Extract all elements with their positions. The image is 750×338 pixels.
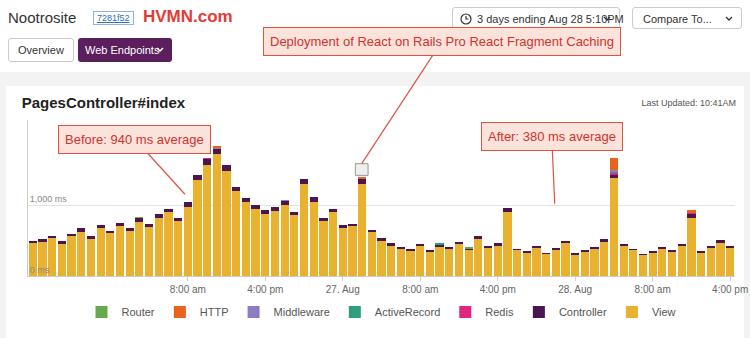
html-text:3 days ending Aug 28 5:10PM: 3 days ending Aug 28 5:10PM — [477, 13, 624, 25]
svg-text:PagesController#index: PagesController#index — [22, 94, 186, 111]
svg-text:28. Aug: 28. Aug — [558, 284, 592, 295]
svg-text:Redis: Redis — [485, 306, 514, 318]
html-text:7281f52: 7281f52 — [97, 13, 130, 23]
html-text:Nootrosite: Nootrosite — [8, 9, 77, 26]
html-text:Compare To...: Compare To... — [643, 13, 712, 25]
svg-text:Router: Router — [122, 306, 155, 318]
svg-text:8:00 am: 8:00 am — [402, 284, 438, 295]
svg-text:HTTP: HTTP — [200, 306, 229, 318]
svg-text:Controller: Controller — [559, 306, 607, 318]
svg-text:4:00 pm: 4:00 pm — [480, 284, 516, 295]
svg-text:0 ms: 0 ms — [30, 265, 50, 275]
svg-text:Before: 940 ms average: Before: 940 ms average — [65, 132, 204, 147]
html-text:HVMN.com: HVMN.com — [143, 7, 233, 26]
svg-text:27. Aug: 27. Aug — [326, 284, 360, 295]
svg-text:8:00 am: 8:00 am — [170, 284, 206, 295]
svg-text:After: 380 ms average: After: 380 ms average — [488, 129, 616, 144]
html-text:Overview: Overview — [18, 44, 64, 56]
html-text:Last Updated: 10:41AM: Last Updated: 10:41AM — [641, 98, 736, 108]
svg-text:View: View — [652, 306, 676, 318]
svg-text:4:00 pm: 4:00 pm — [247, 284, 283, 295]
svg-text:8:00 am: 8:00 am — [635, 284, 671, 295]
svg-text:1,000 ms: 1,000 ms — [30, 194, 68, 204]
svg-text:4:00 pm: 4:00 pm — [712, 284, 748, 295]
html-text:Web Endpoints: Web Endpoints — [85, 44, 160, 56]
svg-text:ActiveRecord: ActiveRecord — [375, 306, 440, 318]
svg-text:Deployment of React on Rails P: Deployment of React on Rails Pro React F… — [270, 34, 614, 49]
svg-text:Middleware: Middleware — [274, 306, 330, 318]
